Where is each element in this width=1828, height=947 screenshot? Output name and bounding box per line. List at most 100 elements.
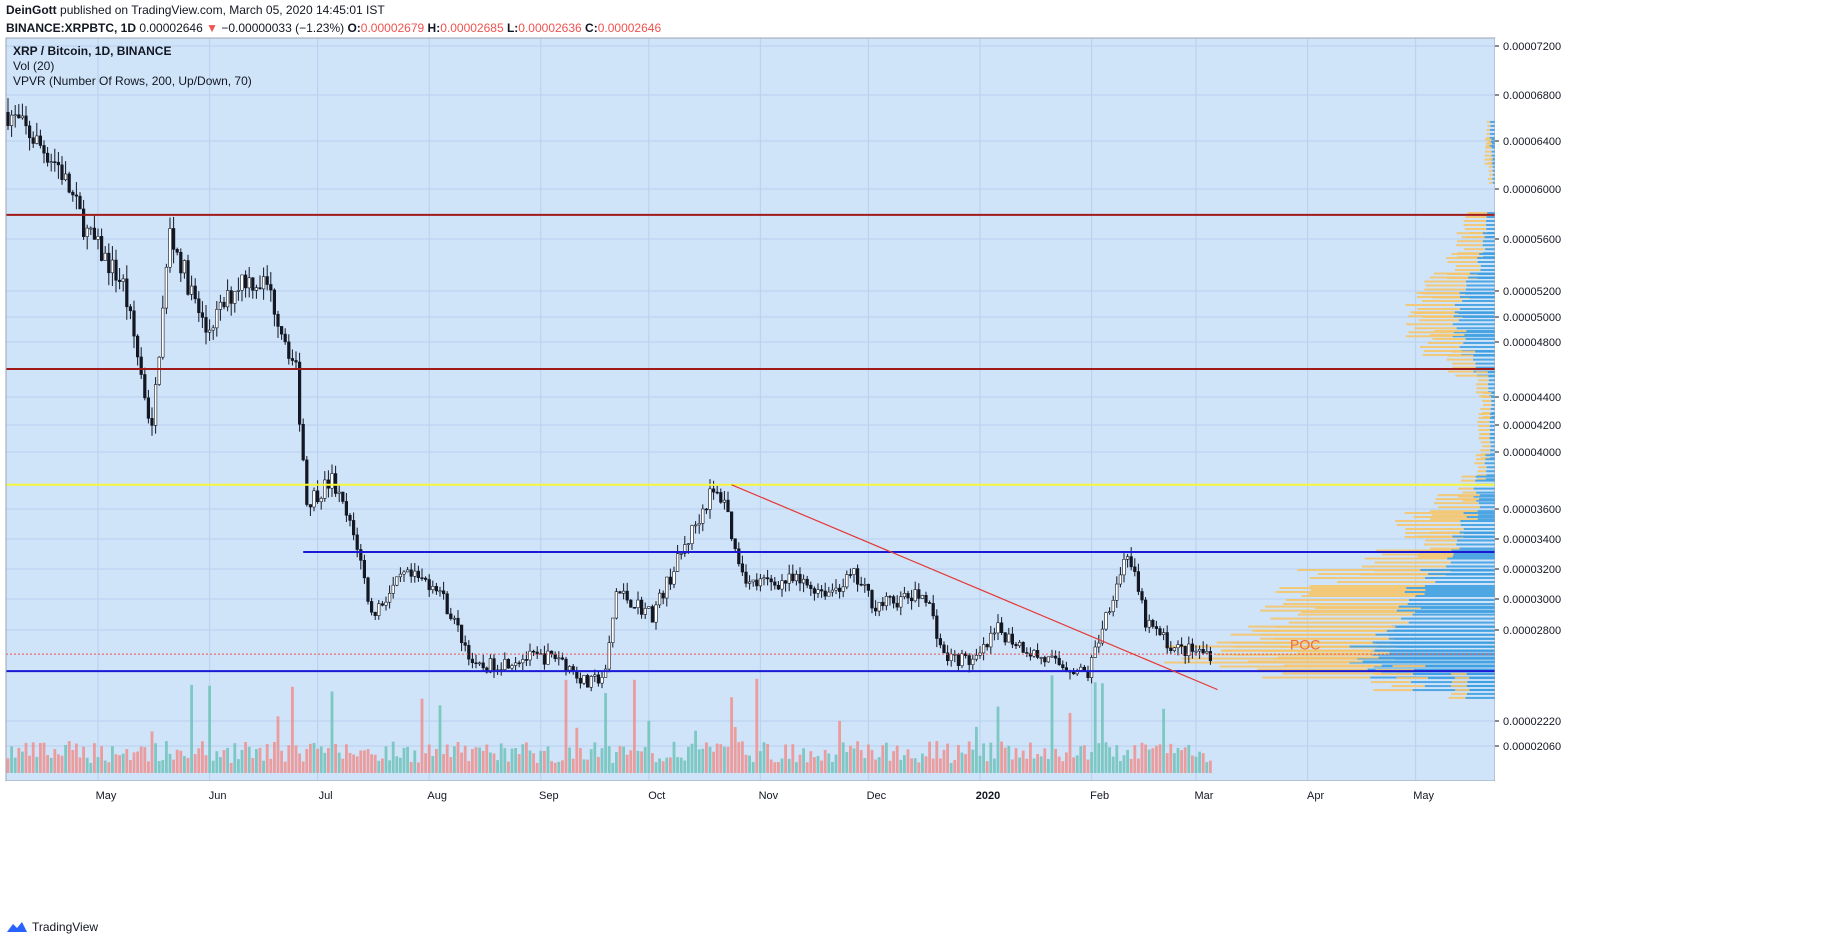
vp-row-up xyxy=(1398,605,1495,608)
vp-row-up xyxy=(1454,304,1495,306)
publish-info: DeinGott published on TradingView.com, M… xyxy=(6,3,385,17)
trendline[interactable] xyxy=(731,484,1218,691)
vp-row-down xyxy=(1487,177,1493,180)
volume-bar xyxy=(1036,753,1039,773)
candle-body xyxy=(686,543,690,545)
candle-body xyxy=(877,601,881,612)
candle-body xyxy=(636,599,640,609)
volume-bar xyxy=(204,755,208,773)
candle-body xyxy=(913,589,917,602)
volume-bar xyxy=(298,753,301,773)
vp-row-up xyxy=(1467,680,1495,683)
brand-name[interactable]: TradingView xyxy=(32,920,99,934)
vp-row-down xyxy=(1283,664,1382,667)
candle-body xyxy=(240,274,244,291)
vp-row-down xyxy=(1458,495,1474,498)
vp-row-up xyxy=(1408,621,1495,624)
volume-bar xyxy=(341,758,345,773)
candle-body xyxy=(549,650,554,655)
volume-bar xyxy=(503,748,507,773)
vp-row-down xyxy=(1182,657,1358,660)
volume-bar xyxy=(777,762,780,773)
volume-bar xyxy=(395,756,399,773)
candle-body xyxy=(546,650,550,665)
vp-row-up xyxy=(1484,236,1495,239)
candle-body xyxy=(449,613,453,619)
vp-row-up xyxy=(1487,371,1495,374)
volume-bar xyxy=(1201,753,1205,773)
candle-body xyxy=(53,161,57,163)
vp-row-up xyxy=(1485,478,1495,481)
vp-row-up xyxy=(1457,539,1495,542)
author-name[interactable]: DeinGott xyxy=(6,3,57,17)
volume-bar xyxy=(280,750,283,773)
vp-row-down xyxy=(1408,331,1454,334)
time-tick-label: Aug xyxy=(427,790,447,802)
candle-body xyxy=(557,657,561,660)
volume-bar xyxy=(597,756,600,773)
volume-bar xyxy=(21,751,24,773)
vp-row-up xyxy=(1446,565,1495,568)
volume-bar xyxy=(251,758,255,773)
volume-bar xyxy=(773,762,777,773)
candle-body xyxy=(463,642,467,646)
vp-row-up xyxy=(1465,280,1495,283)
candle-body xyxy=(276,313,280,327)
volume-bar xyxy=(82,746,85,773)
volume-bar xyxy=(35,756,39,773)
vp-row-up xyxy=(1459,531,1495,534)
vp-row-up xyxy=(1388,637,1495,640)
volume-bar xyxy=(975,726,978,773)
candle-body xyxy=(1183,645,1187,657)
vp-row-up xyxy=(1450,561,1495,564)
candle-body xyxy=(143,374,147,399)
vp-row-down xyxy=(1310,589,1426,591)
volume-bar xyxy=(244,741,247,773)
candle-body xyxy=(744,571,748,584)
volume-bar xyxy=(1093,682,1097,773)
open-label: O: xyxy=(347,21,361,35)
volume-bar xyxy=(1173,753,1176,773)
vp-row-up xyxy=(1477,518,1495,521)
vp-row-down xyxy=(1429,510,1478,513)
candle-body xyxy=(647,606,651,609)
candle-body xyxy=(560,657,564,660)
vp-row-up xyxy=(1477,257,1495,259)
vp-row-down xyxy=(1475,371,1488,374)
vp-row-down xyxy=(1463,248,1486,251)
volume-bar xyxy=(1205,762,1209,773)
candle-body xyxy=(31,137,35,144)
vp-row-up xyxy=(1412,689,1495,692)
volume-bar xyxy=(1011,759,1014,773)
vp-row-up xyxy=(1475,350,1495,353)
vp-row-down xyxy=(1417,308,1461,310)
time-tick-label: Apr xyxy=(1307,790,1324,802)
volume-bar xyxy=(892,751,895,773)
vp-row-up xyxy=(1460,308,1495,310)
vp-row-up xyxy=(1466,284,1495,287)
candle-body xyxy=(1010,633,1014,645)
candle-body xyxy=(287,341,291,359)
candle-body xyxy=(1072,671,1076,675)
volume-bar xyxy=(759,751,762,773)
volume-bar xyxy=(1122,755,1126,773)
volume-bar xyxy=(813,757,816,773)
volume-bar xyxy=(978,755,982,773)
vp-row-up xyxy=(1412,613,1495,616)
candle-body xyxy=(445,593,449,615)
volume-bar xyxy=(431,756,435,773)
volume-bar xyxy=(532,753,535,773)
price-axis[interactable]: 0.00007200 0.00006800 0.00006400 0.00006000… xyxy=(1495,38,1828,781)
volume-bar xyxy=(802,748,805,773)
volume-bar xyxy=(478,747,481,773)
vp-row-down xyxy=(1475,391,1489,394)
vp-row-down xyxy=(1259,637,1389,640)
volume-bar xyxy=(107,762,111,773)
vp-row-down xyxy=(1486,128,1490,131)
vp-row-down xyxy=(1477,421,1490,423)
price-chart[interactable]: 0.000057930.000046040.000037700.00003313… xyxy=(0,0,1828,915)
vp-row-down xyxy=(1478,429,1490,431)
time-axis[interactable]: May Jun Jul Aug Sep Oct Nov Dec 2020 Feb Mar Apr May xyxy=(6,781,1495,807)
candle-body xyxy=(218,301,223,310)
vp-row-up xyxy=(1489,433,1495,436)
